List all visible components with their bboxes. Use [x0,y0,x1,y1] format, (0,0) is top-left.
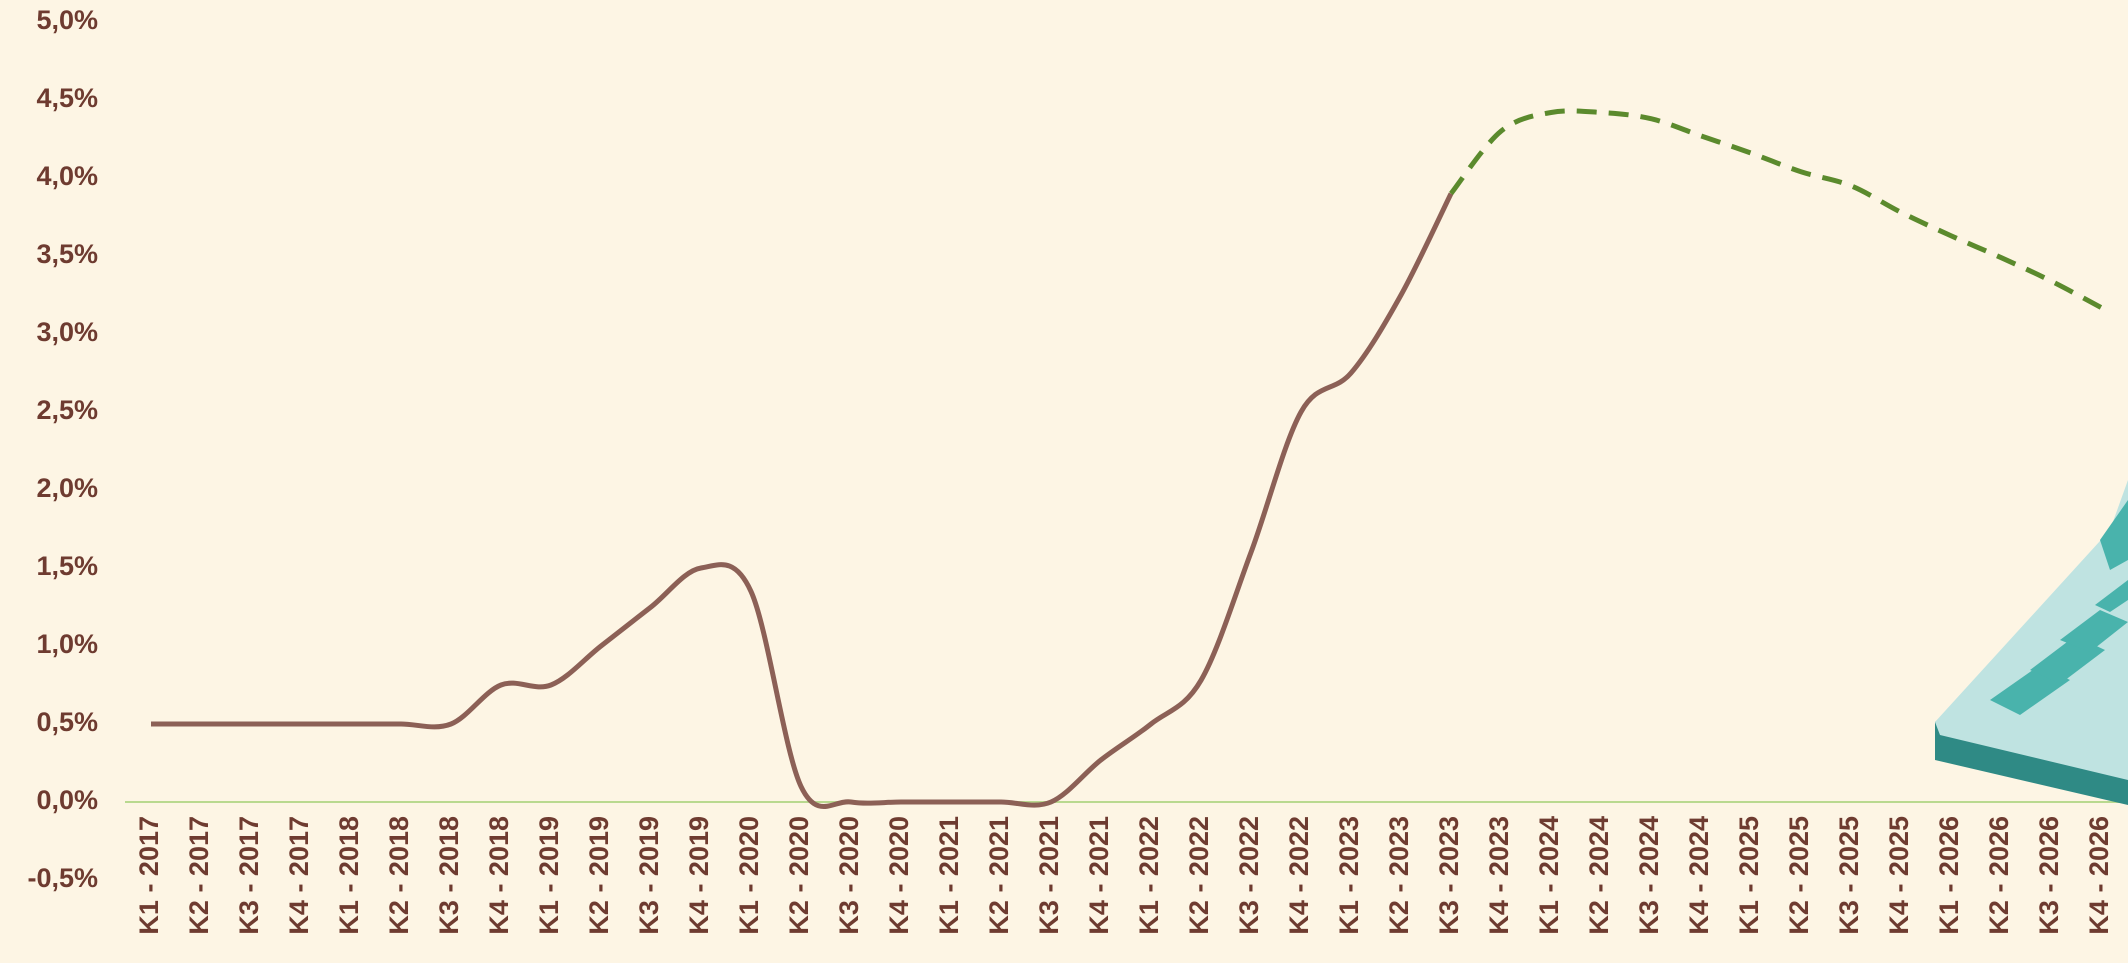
page: {"chart_data": {"type": "line", "categor… [0,0,2128,963]
y-tick-label: -0,5% [27,863,98,893]
x-tick-label: K2 - 2024 [1584,816,1614,935]
calculator-illustration [1935,480,2128,805]
x-tick-label: K2 - 2017 [184,816,214,935]
x-tick-label: K3 - 2026 [2034,816,2064,935]
x-tick-label: K2 - 2025 [1784,816,1814,935]
x-tick-label: K4 - 2020 [884,816,914,935]
x-tick-label: K2 - 2019 [584,816,614,935]
x-tick-label: K1 - 2026 [1934,816,1964,935]
y-tick-label: 4,5% [36,83,98,113]
series-line [151,194,1451,807]
y-tick-label: 1,0% [36,629,98,659]
x-tick-label: K4 - 2017 [284,816,314,935]
x-tick-label: K3 - 2018 [434,816,464,935]
x-tick-label: K1 - 2024 [1534,816,1564,935]
y-tick-label: 2,5% [36,395,98,425]
x-tick-label: K1 - 2023 [1334,816,1364,935]
x-tick-label: K4 - 2025 [1884,816,1914,935]
x-tick-label: K4 - 2023 [1484,816,1514,935]
chart: -0,5% 0,0% 0,5% 1,0% 1,5% 2,0% 2,5% 3,0% 3,5% 4,0… [0,0,2128,963]
x-tick-label: K3 - 2019 [634,816,664,935]
y-tick-label: 0,5% [36,707,98,737]
x-tick-label: K2 - 2023 [1384,816,1414,935]
x-tick-label: K3 - 2022 [1234,816,1264,935]
x-tick-label: K2 - 2020 [784,816,814,935]
x-tick-label: K2 - 2022 [1184,816,1214,935]
x-tick-label: K2 - 2018 [384,816,414,935]
x-tick-label: K4 - 2026 [2084,816,2114,935]
x-tick-label: K4 - 2021 [1084,816,1114,935]
x-tick-label: K3 - 2025 [1834,816,1864,935]
series-line [1451,111,2101,308]
x-tick-label: K1 - 2018 [334,816,364,935]
x-tick-label: K4 - 2024 [1684,816,1714,935]
x-tick-label: K3 - 2017 [234,816,264,935]
x-tick-label: K1 - 2022 [1134,816,1164,935]
x-tick-label: K2 - 2021 [984,816,1014,935]
x-tick-label: K3 - 2023 [1434,816,1464,935]
y-tick-label: 4,0% [36,161,98,191]
x-tick-label: K2 - 2026 [1984,816,2014,935]
x-tick-label: K4 - 2019 [684,816,714,935]
x-tick-label: K1 - 2017 [134,816,164,935]
y-tick-label: 5,0% [36,5,98,35]
x-tick-label: K1 - 2021 [934,816,964,935]
x-tick-label: K1 - 2020 [734,816,764,935]
x-tick-label: K1 - 2019 [534,816,564,935]
y-tick-label: 3,0% [36,317,98,347]
x-tick-label: K3 - 2021 [1034,816,1064,935]
x-tick-label: K4 - 2018 [484,816,514,935]
y-tick-label: 0,0% [36,785,98,815]
y-tick-label: 1,5% [36,551,98,581]
x-tick-label: K3 - 2020 [834,816,864,935]
x-tick-label: K1 - 2025 [1734,816,1764,935]
y-tick-label: 3,5% [36,239,98,269]
plot: -0,5% 0,0% 0,5% 1,0% 1,5% 2,0% 2,5% 3,0% 3,5% 4,0… [27,5,2128,934]
y-tick-label: 2,0% [36,473,98,503]
x-tick-label: K4 - 2022 [1284,816,1314,935]
x-tick-label: K3 - 2024 [1634,816,1664,935]
